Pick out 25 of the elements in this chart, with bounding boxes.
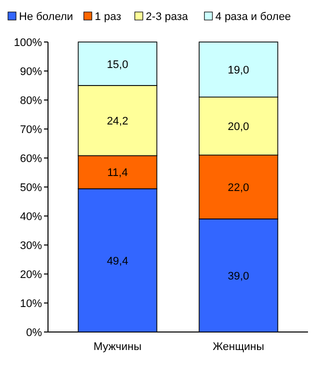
y-tick-label: 90% [20, 66, 42, 78]
data-label: 24,2 [106, 116, 128, 128]
y-tick-label: 100% [14, 37, 42, 49]
data-label: 19,0 [228, 64, 250, 77]
data-label: 49,4 [106, 255, 128, 268]
data-label: 11,4 [107, 167, 128, 180]
y-tick-label: 80% [20, 95, 42, 107]
y-tick-label: 70% [20, 124, 42, 136]
data-label: 15,0 [106, 58, 128, 71]
y-tick-label: 60% [20, 153, 42, 165]
y-tick-label: 40% [20, 211, 42, 223]
y-tick-label: 0% [26, 327, 42, 339]
data-label: 22,0 [228, 182, 250, 194]
x-tick-label: Мужчины [94, 341, 142, 353]
y-tick-label: 50% [20, 182, 42, 194]
legend-label: Не болели [19, 11, 74, 23]
y-tick-label: 30% [20, 240, 42, 252]
legend-label: 1 раз [94, 11, 122, 23]
data-label: 39,0 [228, 270, 250, 282]
legend-label: 4 раза и более [215, 11, 291, 23]
x-tick-label: Женщины [212, 341, 264, 353]
y-tick-label: 20% [20, 269, 42, 281]
y-tick-label: 10% [20, 298, 42, 310]
data-label: 20,0 [228, 121, 250, 134]
legend-label: 2-3 раза [146, 11, 189, 23]
